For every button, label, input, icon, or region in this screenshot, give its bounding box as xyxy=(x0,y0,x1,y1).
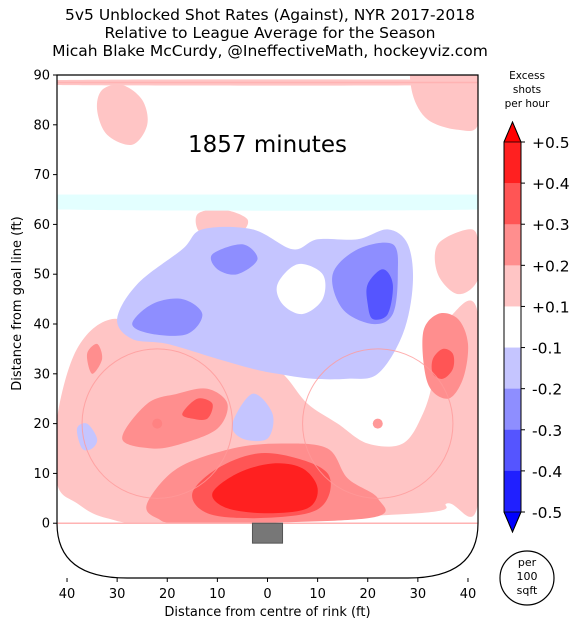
colorbar-tick-label-0: +0.5 xyxy=(532,134,570,152)
x-tick-label-7: 30 xyxy=(410,587,427,602)
colorbar-tick-label-9: -0.5 xyxy=(532,504,562,522)
unit-note-circle xyxy=(499,550,555,606)
chart-title-line-3: Micah Blake McCurdy, @IneffectiveMath, h… xyxy=(52,42,488,60)
colorbar-title-line-1: shots xyxy=(513,84,541,96)
x-axis-label: Distance from centre of rink (ft) xyxy=(164,605,370,620)
colorbar: +0.5 +0.4 +0.3 +0.2 +0.1 -0.1 -0.2 -0.3 -0.4 -0.5… xyxy=(503,70,570,534)
heat-region-deficit-20 xyxy=(366,269,393,320)
rink-boards xyxy=(56,74,479,579)
goal-net xyxy=(251,522,284,544)
heat-region-excess-2 xyxy=(434,229,478,295)
y-axis-label: Distance from goal line (ft) xyxy=(10,216,25,390)
colorbar-segment-1 xyxy=(504,183,521,225)
faceoff-dot-left xyxy=(152,418,163,429)
colorbar-segment-5 xyxy=(504,347,521,389)
colorbar-tick-label-1: +0.4 xyxy=(532,175,570,193)
colorbar-extend-min xyxy=(503,511,522,534)
colorbar-extend-max xyxy=(503,120,522,143)
y-tick-label-2: 20 xyxy=(33,417,50,432)
colorbar-segment-0 xyxy=(504,142,521,184)
heatmap-layer xyxy=(57,75,478,578)
chart-title-line-2: Relative to League Average for the Seaso… xyxy=(104,24,436,42)
x-tick-label-8: 40 xyxy=(460,587,477,602)
colorbar-segment-7 xyxy=(504,429,521,472)
unit-note-line-0: per xyxy=(518,556,537,569)
heat-region-excess-13 xyxy=(212,463,318,514)
rink-markings xyxy=(56,74,479,579)
heat-region-deficit-16 xyxy=(232,393,274,442)
colorbar-title-line-0: Excess xyxy=(509,70,545,82)
heat-region-deficit-17 xyxy=(132,298,203,336)
unit-note-line-1: 100 xyxy=(517,570,538,583)
colorbar-tick-label-4: +0.1 xyxy=(532,298,570,316)
colorbar-tick-label-3: +0.2 xyxy=(532,257,570,275)
heat-region-excess-10 xyxy=(182,398,213,420)
y-tick-label-6: 60 xyxy=(33,218,50,233)
chart-title-line-1: 5v5 Unblocked Shot Rates (Against), NYR … xyxy=(65,6,475,24)
colorbar-tick-label-6: -0.2 xyxy=(532,381,562,399)
y-tick-label-4: 40 xyxy=(33,318,50,333)
x-tick-label-1: 30 xyxy=(109,587,126,602)
y-tick-label-7: 70 xyxy=(33,168,50,183)
x-tick-label-2: 20 xyxy=(159,587,176,602)
y-tick-label-9: 90 xyxy=(33,69,50,84)
colorbar-tick-label-8: -0.4 xyxy=(532,463,562,481)
heat-region-excess-11 xyxy=(431,348,455,379)
heat-region-excess-3 xyxy=(96,84,148,146)
heat-region-deficit-18 xyxy=(210,244,258,275)
y-tick-label-1: 10 xyxy=(33,467,50,482)
faceoff-dot-right xyxy=(372,418,383,429)
axes: 40 30 20 10 0 10 20 30 40 0 10 20 30 40 50 60 70 80 90 xyxy=(33,69,476,603)
y-tick-label-0: 0 xyxy=(42,517,50,532)
colorbar-title-line-2: per hour xyxy=(505,98,551,110)
y-tick-label-8: 80 xyxy=(33,118,50,133)
y-tick-label-5: 50 xyxy=(33,268,50,283)
colorbar-tick-label-2: +0.3 xyxy=(532,216,570,234)
x-tick-label-5: 10 xyxy=(309,587,326,602)
heat-gap-1 xyxy=(57,198,478,211)
heat-region-excess-7 xyxy=(86,343,103,374)
x-tick-label-3: 10 xyxy=(209,587,226,602)
colorbar-tick-label-5: -0.1 xyxy=(532,340,562,358)
x-tick-label-6: 20 xyxy=(359,587,376,602)
unit-note-line-2: sqft xyxy=(517,584,538,597)
y-tick-label-3: 30 xyxy=(33,367,50,382)
x-tick-label-4: 0 xyxy=(263,587,271,602)
colorbar-segment-8 xyxy=(504,470,521,513)
faceoff-circle-left xyxy=(81,348,233,499)
colorbar-tick-label-7: -0.3 xyxy=(532,422,562,440)
x-tick-label-0: 40 xyxy=(59,587,76,602)
minutes-annotation: 1857 minutes xyxy=(188,132,347,158)
colorbar-segment-2 xyxy=(504,224,521,266)
faceoff-circle-right xyxy=(302,348,454,499)
colorbar-segment-4 xyxy=(504,306,521,348)
colorbar-segment-6 xyxy=(504,388,521,431)
colorbar-segment-3 xyxy=(504,265,521,307)
heat-gap-0 xyxy=(276,263,326,315)
